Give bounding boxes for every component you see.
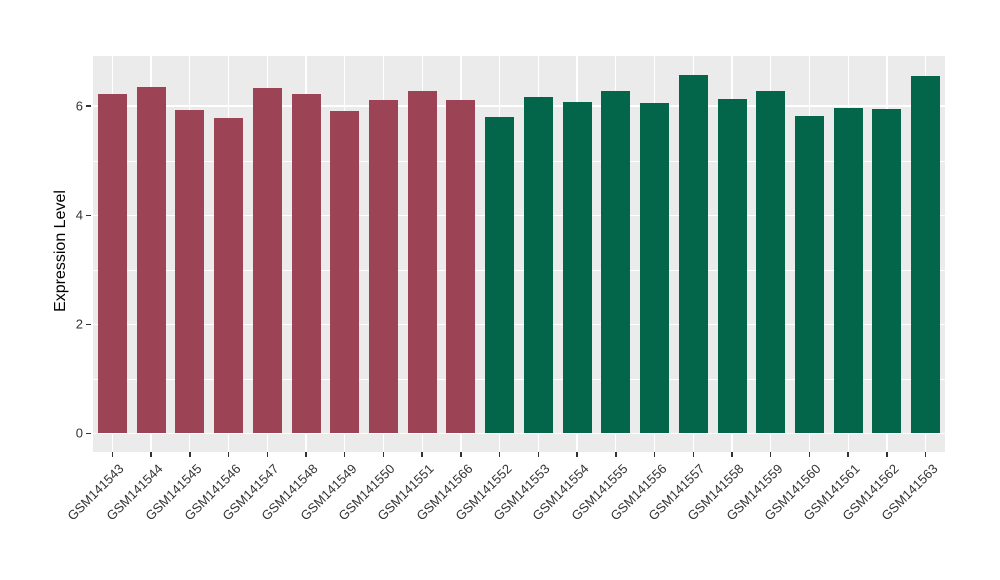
gridline-major-y <box>93 214 945 216</box>
bar <box>214 118 244 434</box>
x-tick-mark <box>615 452 617 457</box>
x-tick-mark <box>924 452 927 457</box>
bar <box>368 100 398 434</box>
bar <box>911 75 941 434</box>
bar <box>756 90 786 434</box>
y-tick-label: 2 <box>75 316 83 332</box>
y-tick-mark <box>86 105 91 107</box>
bar <box>794 116 824 434</box>
x-tick-mark <box>421 452 423 457</box>
x-tick-mark <box>653 452 656 457</box>
bar <box>407 91 437 434</box>
bar <box>330 111 360 434</box>
y-tick-label: 6 <box>75 98 83 114</box>
x-tick-mark <box>343 452 346 457</box>
bar <box>485 117 515 434</box>
y-tick-mark <box>86 432 91 435</box>
x-tick-mark <box>460 452 462 457</box>
bar <box>446 99 476 434</box>
gridline-minor-y <box>93 269 945 271</box>
bar <box>523 97 553 434</box>
y-tick-label: 0 <box>75 425 83 441</box>
x-tick-mark <box>189 452 191 457</box>
x-tick-mark <box>808 452 811 457</box>
x-tick-mark <box>769 452 772 457</box>
gridline-major-y <box>93 323 945 326</box>
bar <box>872 109 902 434</box>
x-tick-mark <box>111 452 114 457</box>
bar <box>562 102 592 434</box>
plot-panel <box>93 56 945 452</box>
bar <box>717 99 747 434</box>
bar <box>678 75 708 434</box>
x-tick-mark <box>537 452 540 457</box>
bar <box>252 88 282 434</box>
x-tick-mark <box>847 452 849 457</box>
bar <box>97 94 127 434</box>
x-tick-mark <box>731 452 733 457</box>
x-tick-mark <box>382 452 385 457</box>
x-tick-mark <box>886 452 888 457</box>
x-tick-mark <box>150 452 152 457</box>
bar <box>291 93 321 434</box>
gridline-major-y <box>93 432 945 435</box>
bar <box>136 87 166 434</box>
y-tick-mark <box>86 214 91 217</box>
x-tick-mark <box>266 452 269 457</box>
bar <box>640 103 670 434</box>
gridline-major-y <box>93 105 945 107</box>
gridline-minor-y <box>93 160 945 162</box>
x-tick-mark <box>498 452 501 457</box>
y-tick-mark <box>86 323 91 326</box>
x-tick-mark <box>576 452 578 457</box>
x-tick-mark <box>305 452 307 457</box>
x-tick-mark <box>227 452 230 457</box>
bar <box>601 91 631 434</box>
bar <box>833 108 863 434</box>
y-tick-label: 4 <box>75 207 83 223</box>
gridline-minor-y <box>93 378 945 380</box>
x-tick-mark <box>692 452 695 457</box>
bar <box>175 110 205 434</box>
